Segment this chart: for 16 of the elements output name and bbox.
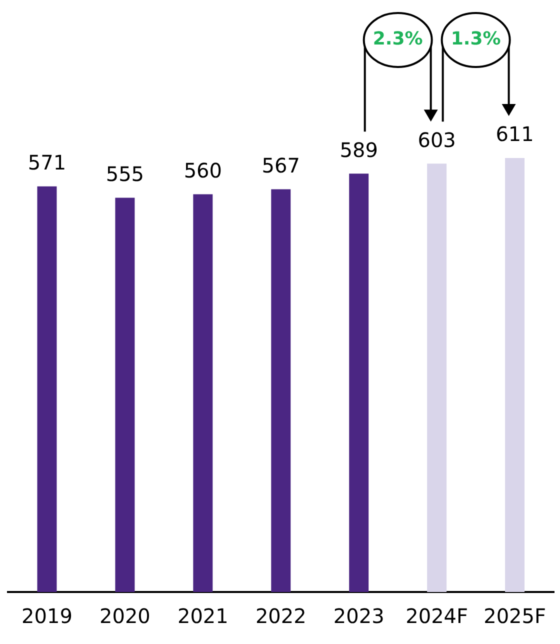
text: 1.3% bbox=[450, 28, 501, 50]
data-label: 571 bbox=[28, 150, 66, 175]
x-tick-label: 2024F bbox=[406, 604, 468, 628]
x-tick-label: 2025F bbox=[484, 604, 546, 628]
data-label: 603 bbox=[418, 128, 456, 152]
x-tick-label: 2021 bbox=[177, 604, 228, 628]
data-label: 555 bbox=[106, 162, 144, 186]
text: 2.3% bbox=[372, 28, 423, 50]
x-tick-label: 2022 bbox=[255, 604, 306, 628]
x-tick-label: 2020 bbox=[100, 604, 150, 628]
data-label: 567 bbox=[262, 153, 300, 178]
data-label: 560 bbox=[184, 158, 222, 182]
data-label: 611 bbox=[496, 122, 534, 146]
x-tick-label: 2019 bbox=[22, 604, 72, 628]
x-tick-label: 2023 bbox=[333, 604, 384, 628]
data-label: 589 bbox=[340, 138, 378, 162]
